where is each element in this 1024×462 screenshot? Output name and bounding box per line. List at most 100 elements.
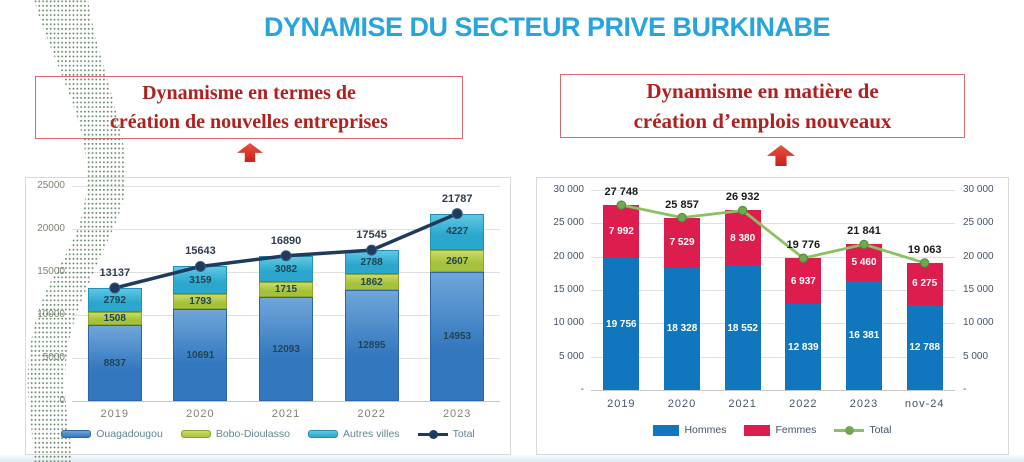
y-axis-label: 10000 xyxy=(37,309,65,320)
legend-label: Total xyxy=(869,424,892,436)
segment-value-label: 3159 xyxy=(189,274,212,286)
segment-value-label: 12093 xyxy=(272,343,300,355)
y-axis-label: 10 000 xyxy=(553,317,584,329)
entreprises-chart: 8837 1508 2792 10691 1793 3159 12093 1715 3082 12… xyxy=(26,178,510,454)
segment-value-label: 7 529 xyxy=(669,237,695,249)
total-line-legend-swatch xyxy=(834,424,865,436)
legend-swatch xyxy=(180,430,211,438)
bar-segment: 12895 xyxy=(344,290,399,401)
total-value-label: 25 857 xyxy=(665,198,699,211)
segment-value-label: 1862 xyxy=(360,276,383,288)
segment-value-label: 16 381 xyxy=(848,329,880,341)
emplois-heading-line1: Dynamisme en matière de xyxy=(646,78,879,103)
segment-value-label: 18 552 xyxy=(727,322,758,334)
total-value-label: 21 841 xyxy=(847,225,881,238)
y-axis-label: 20 000 xyxy=(963,250,994,262)
bar-segment: 14953 xyxy=(430,272,485,401)
total-value-label: 16890 xyxy=(270,234,302,247)
x-axis-label: 2019 xyxy=(100,408,130,420)
up-arrow-icon xyxy=(237,143,263,162)
total-marker xyxy=(194,260,206,272)
gridline xyxy=(591,223,955,225)
total-line xyxy=(616,200,930,268)
bottom-edge-decoration xyxy=(0,455,1024,462)
entreprises-chart-panel: 8837 1508 2792 10691 1793 3159 12093 1715 3082 12… xyxy=(25,177,511,455)
emplois-chart-panel: 19 756 7 992 18 328 7 529 18 552 8 380 12 839 6… xyxy=(536,177,1009,455)
bar-segment: 7 529 xyxy=(664,217,700,268)
y-axis-label: 15 000 xyxy=(963,284,994,295)
segment-value-label: 5 460 xyxy=(851,257,877,269)
total-value-label: 17545 xyxy=(356,229,387,242)
segment-value-label: 18 328 xyxy=(666,323,698,335)
y-axis-label: - xyxy=(963,384,967,395)
bar-segment: 1793 xyxy=(173,293,228,310)
gridline xyxy=(591,356,955,358)
bar-segment: 1715 xyxy=(259,282,313,298)
total-value-label: 19 063 xyxy=(907,243,942,256)
segment-value-label: 4227 xyxy=(446,226,469,238)
segment-value-label: 19 756 xyxy=(606,318,637,330)
y-axis-label: 15 000 xyxy=(553,284,584,295)
gridline xyxy=(72,186,500,187)
x-axis-label: 2022 xyxy=(357,408,386,420)
legend-label: Ouagadougou xyxy=(96,428,163,440)
x-axis-label: 2020 xyxy=(667,398,697,410)
segment-value-label: 12895 xyxy=(357,340,386,352)
legend-label: Femmes xyxy=(775,424,817,436)
chart-plot-area: 19 756 7 992 18 328 7 529 18 552 8 380 12 839 6… xyxy=(591,186,955,391)
segment-value-label: 10691 xyxy=(186,349,215,361)
total-marker xyxy=(798,253,809,263)
segment-value-label: 1793 xyxy=(189,295,212,307)
total-value-label: 27 748 xyxy=(604,186,639,199)
total-marker xyxy=(280,250,292,262)
x-axis-label: 2020 xyxy=(186,408,215,420)
emplois-heading-box: Dynamisme en matière de création d’emplo… xyxy=(560,74,965,138)
bar-segment: 2607 xyxy=(430,250,485,273)
segment-value-label: 2792 xyxy=(103,294,126,306)
legend-swatch xyxy=(653,424,680,436)
segment-value-label: 12 839 xyxy=(788,341,819,353)
gridline xyxy=(591,290,955,291)
total-value-label: 19 776 xyxy=(786,239,821,252)
y-axis-label: 5 000 xyxy=(558,350,584,362)
chart-plot-area: 8837 1508 2792 10691 1793 3159 12093 1715 3082 12… xyxy=(72,186,500,402)
y-axis-label: 25 000 xyxy=(963,217,994,229)
segment-value-label: 6 937 xyxy=(790,275,816,287)
y-axis-label: - xyxy=(580,384,584,395)
up-arrow-icon xyxy=(767,145,795,166)
total-marker xyxy=(859,239,869,250)
total-marker xyxy=(737,205,748,216)
segment-value-label: 6 275 xyxy=(912,278,938,290)
y-axis-label: 10 000 xyxy=(963,317,994,329)
gridline xyxy=(72,401,500,402)
x-axis-label: 2022 xyxy=(789,398,818,410)
total-value-label: 26 932 xyxy=(725,191,760,204)
legend-swatch xyxy=(744,424,771,436)
bar-segment: 18 328 xyxy=(664,267,700,390)
gridline xyxy=(591,323,955,325)
segment-value-label: 1508 xyxy=(103,313,126,325)
total-marker xyxy=(109,282,121,294)
gridline xyxy=(72,229,500,230)
gridline xyxy=(591,190,955,191)
y-axis-label: 0 xyxy=(59,395,65,406)
y-axis-label: 30 000 xyxy=(553,184,584,195)
segment-value-label: 1715 xyxy=(274,284,298,296)
legend-label: Autres villes xyxy=(342,428,400,440)
y-axis-label: 15000 xyxy=(37,266,65,277)
segment-value-label: 8 380 xyxy=(730,232,756,244)
legend-marker-dot xyxy=(845,426,855,435)
y-axis-label: 20000 xyxy=(37,223,65,234)
gridline xyxy=(591,390,955,391)
y-axis-label: 25000 xyxy=(37,180,65,191)
legend-item: Ouagadougou xyxy=(61,428,163,440)
chart-legend: Ouagadougou Bobo-Dioulasso Autres villes To… xyxy=(26,428,510,440)
legend-item: Autres villes xyxy=(307,428,400,440)
segment-value-label: 8837 xyxy=(103,357,126,369)
entreprises-heading-line2: création de nouvelles entreprises xyxy=(110,110,388,133)
bar-segment: 19 756 xyxy=(603,258,640,390)
bar-segment: 16 381 xyxy=(846,280,882,390)
x-axis-label: 2021 xyxy=(728,398,757,410)
total-marker xyxy=(919,258,930,268)
bar-segment: 12 839 xyxy=(785,304,822,390)
